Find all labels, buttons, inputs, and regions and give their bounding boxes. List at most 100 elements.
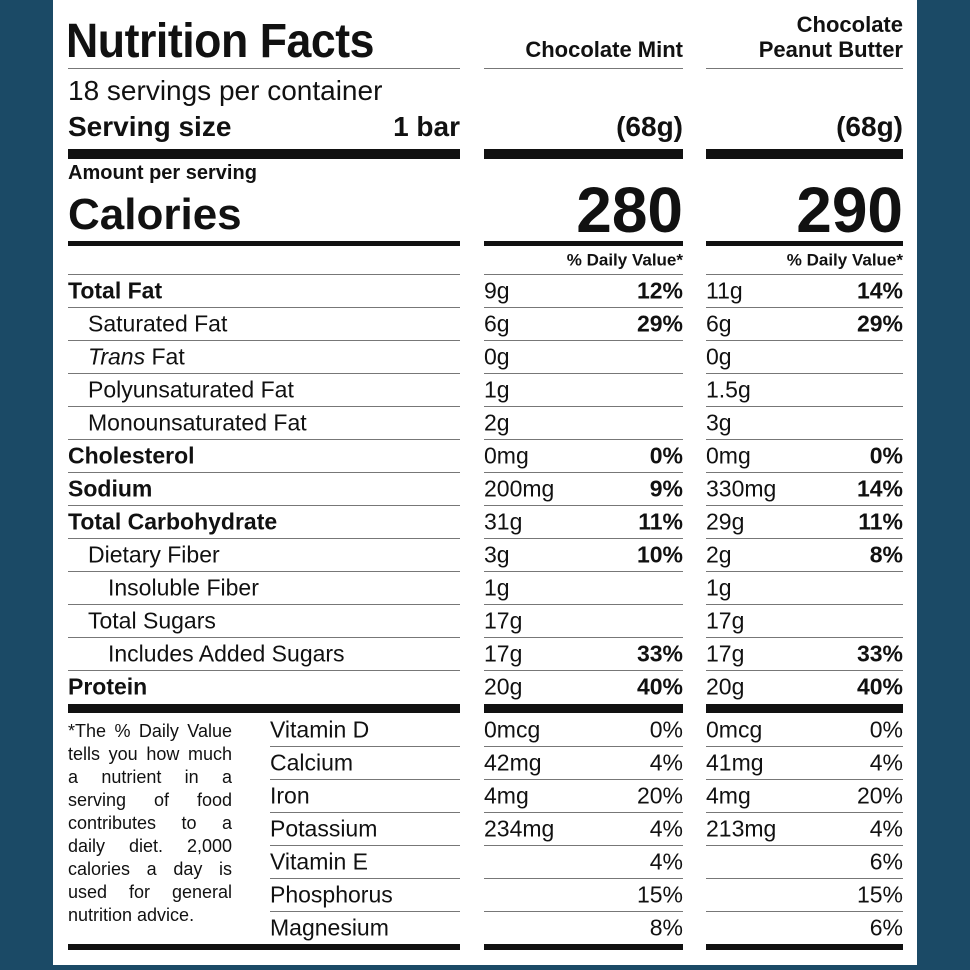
product-name: Chocolate: [796, 12, 903, 37]
daily-value: 0%: [649, 442, 683, 469]
daily-value: 11%: [638, 508, 683, 535]
divider: [706, 373, 903, 374]
divider: [706, 571, 903, 572]
amount: 0g: [484, 343, 510, 370]
amount: 1g: [484, 376, 510, 403]
nutrient-label: Protein: [68, 673, 148, 700]
nutrient-label: Saturated Fat: [88, 310, 228, 337]
divider: [706, 878, 903, 879]
daily-value: 15%: [856, 881, 903, 908]
divider: [484, 373, 683, 374]
daily-value: 9%: [649, 475, 683, 502]
amount: 3g: [484, 541, 510, 568]
divider: [68, 439, 460, 440]
divider: [484, 845, 683, 846]
vitamin-label: Iron: [270, 782, 310, 809]
rule: [68, 944, 460, 950]
amount: 3g: [706, 409, 732, 436]
amount: 0mg: [706, 442, 751, 469]
rule: [484, 944, 683, 950]
nutrient-label: Polyunsaturated Fat: [88, 376, 294, 403]
amount: 6g: [484, 310, 510, 337]
amount: 2g: [706, 541, 732, 568]
daily-value: 20%: [636, 782, 683, 809]
divider: [68, 637, 460, 638]
divider: [270, 779, 460, 780]
title: Nutrition Facts: [66, 15, 374, 68]
amount: 9g: [484, 277, 510, 304]
divider: [706, 274, 903, 275]
amount: 17g: [706, 607, 745, 634]
divider: [706, 538, 903, 539]
daily-value: 29%: [636, 310, 683, 337]
serving-weight: (68g): [836, 111, 903, 142]
divider: [68, 472, 460, 473]
divider: [270, 878, 460, 879]
nutrition-label: [53, 0, 917, 965]
rule: [68, 704, 460, 713]
amount: 0mg: [484, 442, 529, 469]
rule: [68, 149, 460, 159]
serving-size: 1 bar: [393, 111, 460, 142]
daily-value: 6%: [869, 848, 903, 875]
divider: [484, 439, 683, 440]
amount: 1g: [484, 574, 510, 601]
daily-value: 4%: [869, 815, 903, 842]
amount: 20g: [706, 673, 745, 700]
calories: 280: [576, 174, 683, 246]
divider: [484, 340, 683, 341]
divider: [706, 340, 903, 341]
amount: 17g: [706, 640, 745, 667]
divider: [68, 406, 460, 407]
nutrient-label: Monounsaturated Fat: [88, 409, 307, 436]
divider: [706, 637, 903, 638]
calories: 290: [796, 174, 903, 246]
nutrient-label: Dietary Fiber: [88, 541, 220, 568]
amount: 42mg: [484, 749, 542, 776]
nutrient-label: Trans Fat: [88, 343, 185, 370]
divider: [68, 68, 460, 69]
divider: [706, 845, 903, 846]
daily-value: 4%: [649, 815, 683, 842]
divider: [706, 911, 903, 912]
amount: 17g: [484, 607, 523, 634]
divider: [68, 505, 460, 506]
calories-label: Calories: [68, 190, 242, 239]
divider: [68, 571, 460, 572]
nutrient-label: Total Fat: [68, 277, 163, 304]
rule: [706, 149, 903, 159]
amount: 20g: [484, 673, 523, 700]
daily-value: 8%: [869, 541, 903, 568]
daily-value: 4%: [649, 749, 683, 776]
rule: [706, 944, 903, 950]
amount: 41mg: [706, 749, 764, 776]
divider: [68, 373, 460, 374]
divider: [484, 604, 683, 605]
divider: [484, 812, 683, 813]
amount: 0g: [706, 343, 732, 370]
divider: [484, 911, 683, 912]
daily-value: 33%: [636, 640, 683, 667]
rule: [484, 149, 683, 159]
divider: [706, 406, 903, 407]
divider: [68, 538, 460, 539]
amount: 200mg: [484, 475, 555, 502]
divider: [484, 472, 683, 473]
amount: 17g: [484, 640, 523, 667]
divider: [484, 878, 683, 879]
daily-value: 14%: [856, 475, 903, 502]
divider: [270, 911, 460, 912]
daily-value-header: % Daily Value*: [786, 250, 903, 270]
divider: [68, 604, 460, 605]
nutrient-label: Sodium: [68, 475, 153, 502]
daily-value: 33%: [856, 640, 903, 667]
divider: [484, 670, 683, 671]
daily-value: 14%: [856, 277, 903, 304]
daily-value: 29%: [856, 310, 903, 337]
divider: [706, 307, 903, 308]
daily-value: 0%: [649, 716, 683, 743]
footnote: *The % Daily Value tells you how much a …: [68, 721, 232, 925]
daily-value: 40%: [636, 673, 683, 700]
daily-value-header: % Daily Value*: [566, 250, 683, 270]
